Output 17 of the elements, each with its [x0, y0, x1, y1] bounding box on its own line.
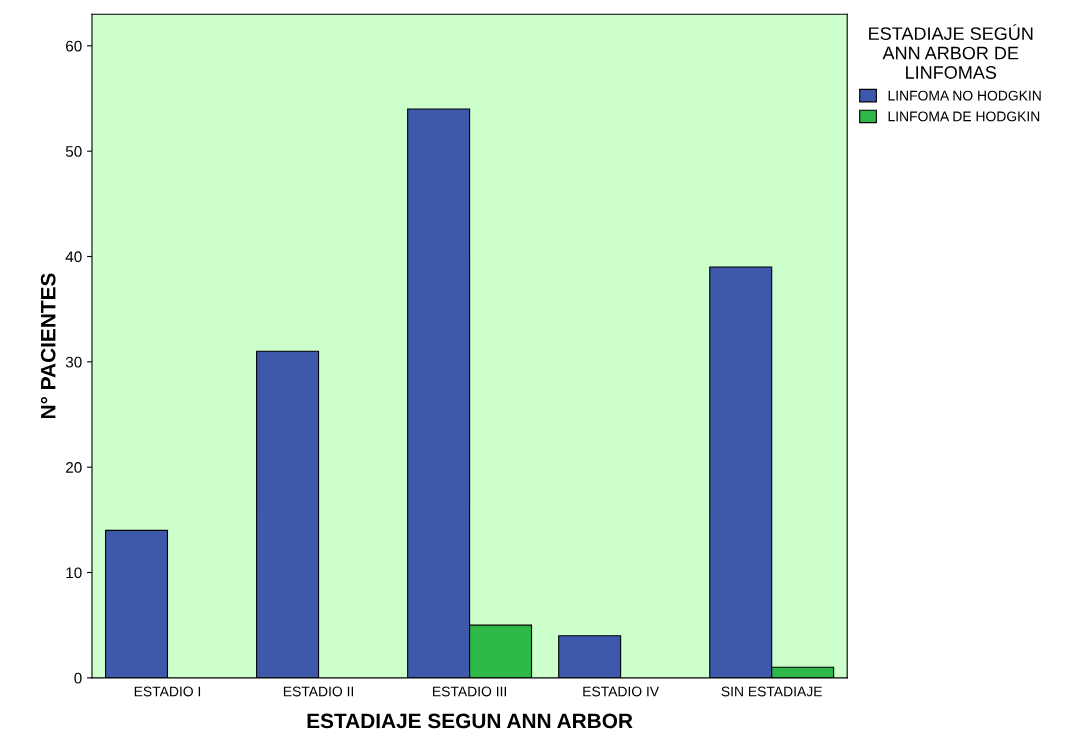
- x-tick-label: ESTADIO I: [134, 686, 201, 697]
- y-tick-label: 40: [65, 251, 82, 263]
- y-tick-label: 30: [65, 356, 82, 368]
- x-tick-label: ESTADIO II: [283, 686, 354, 697]
- y-tick-label: 0: [74, 672, 82, 684]
- legend-label: LINFOMA DE HODGKIN: [888, 111, 1040, 122]
- y-tick-label: 10: [66, 567, 82, 579]
- y-tick-label: 20: [66, 462, 82, 473]
- x-tick-label: SIN ESTADIAJE: [721, 686, 822, 697]
- legend-label: LINFOMA NO HODGKIN: [888, 90, 1041, 101]
- x-tick-label: ESTADIO III: [433, 686, 506, 697]
- y-axis-title: N° PACIENTES: [40, 273, 56, 419]
- x-tick-label: ESTADIO IV: [583, 686, 660, 697]
- legend-title: ESTADIAJE SEGÚN ANN ARBOR DE LINFOMAS: [869, 24, 1033, 79]
- y-tick-label: 60: [66, 40, 82, 52]
- x-axis-title: ESTADIAJE SEGUN ANN ARBOR: [307, 713, 633, 729]
- y-tick-label: 50: [65, 146, 82, 157]
